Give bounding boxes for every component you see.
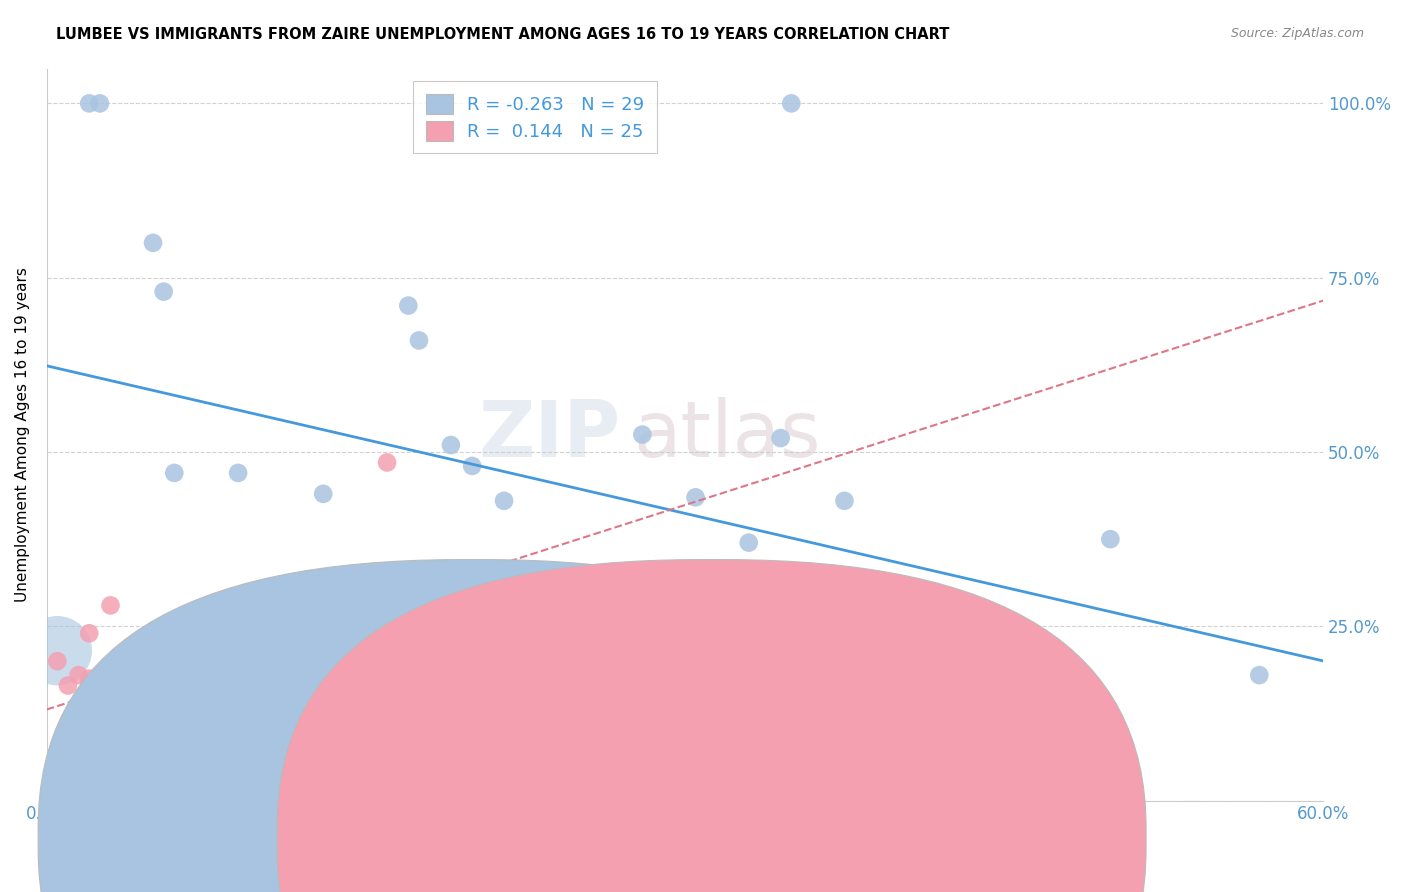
Point (163, 619, 186, 633)
Point (503, 606, 526, 620)
Point (110, 679, 132, 693)
Point (685, 491, 707, 505)
Point (461, 458, 484, 473)
Point (780, 96, 803, 111)
Point (226, 643, 249, 657)
Point (152, 734, 174, 748)
Point (375, 455, 398, 469)
Point (152, 285, 174, 299)
Point (89, 689, 111, 703)
Text: LUMBEE VS IMMIGRANTS FROM ZAIRE UNEMPLOYMENT AMONG AGES 16 TO 19 YEARS CORRELATI: LUMBEE VS IMMIGRANTS FROM ZAIRE UNEMPLOY… (56, 27, 949, 42)
Point (291, 602, 314, 616)
Point (886, 654, 908, 668)
Point (494, 493, 516, 508)
Point (77, 679, 100, 693)
Text: Source: ZipAtlas.com: Source: ZipAtlas.com (1230, 27, 1364, 40)
Point (121, 723, 143, 738)
Point (77, 672, 100, 686)
Point (89, 679, 111, 693)
Point (142, 692, 165, 706)
Point (89, 96, 111, 111)
Point (226, 602, 249, 616)
Point (100, 668, 122, 682)
Point (333, 657, 356, 672)
Point (163, 466, 186, 480)
Y-axis label: Unemployment Among Ages 16 to 19 years: Unemployment Among Ages 16 to 19 years (15, 267, 30, 602)
Point (46, 654, 69, 668)
Point (738, 535, 761, 549)
Point (631, 427, 654, 442)
Point (56, 679, 79, 693)
Text: Lumbee: Lumbee (499, 833, 567, 852)
Point (184, 745, 207, 759)
Point (515, 661, 537, 675)
Point (408, 334, 430, 348)
Point (100, 668, 122, 682)
Point (46, 643, 69, 657)
Point (440, 438, 463, 452)
Point (291, 668, 314, 682)
Point (226, 466, 249, 480)
Point (131, 734, 153, 748)
Text: atlas: atlas (634, 397, 821, 473)
Text: Immigrants from Zaire: Immigrants from Zaire (738, 833, 925, 852)
Point (515, 657, 537, 672)
Point (142, 235, 165, 250)
Point (312, 487, 335, 501)
Point (396, 299, 419, 313)
Point (184, 699, 207, 714)
Point (77, 626, 100, 640)
Point (769, 431, 792, 445)
Legend: R = -0.263   N = 29, R =  0.144   N = 25: R = -0.263 N = 29, R = 0.144 N = 25 (413, 81, 657, 153)
Point (121, 647, 143, 661)
Point (100, 599, 122, 613)
Point (1249, 668, 1271, 682)
Point (142, 706, 165, 721)
Point (67, 668, 90, 682)
Point (1099, 532, 1122, 546)
Point (366, 584, 388, 599)
Point (834, 493, 856, 508)
Point (610, 640, 633, 655)
Text: ZIP: ZIP (479, 397, 621, 473)
Point (77, 96, 100, 111)
Point (174, 731, 197, 745)
